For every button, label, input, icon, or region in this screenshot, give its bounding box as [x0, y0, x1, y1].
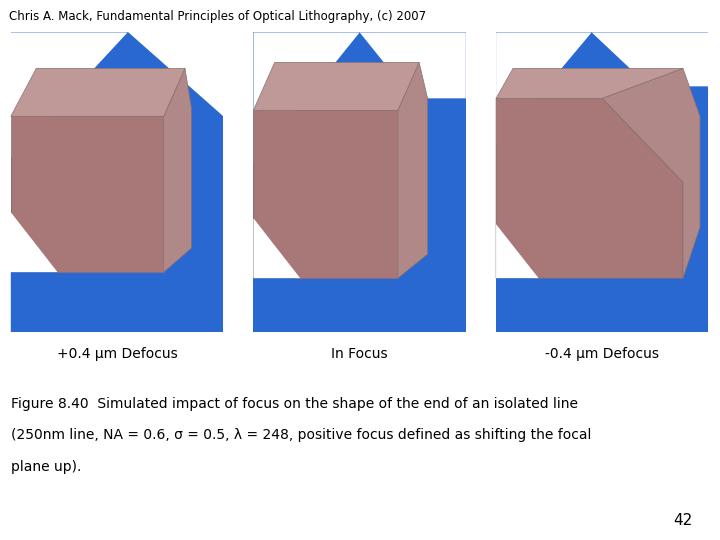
Polygon shape: [253, 110, 398, 278]
Text: +0.4 μm Defocus: +0.4 μm Defocus: [57, 347, 178, 361]
Polygon shape: [11, 116, 163, 272]
Polygon shape: [602, 69, 700, 278]
Polygon shape: [11, 272, 58, 332]
Text: 42: 42: [673, 513, 693, 528]
Polygon shape: [163, 69, 192, 272]
Polygon shape: [127, 32, 223, 116]
Text: -0.4 μm Defocus: -0.4 μm Defocus: [545, 347, 659, 361]
Text: (250nm line, NA = 0.6, σ = 0.5, λ = 248, positive focus defined as shifting the : (250nm line, NA = 0.6, σ = 0.5, λ = 248,…: [11, 428, 591, 442]
Polygon shape: [253, 62, 419, 110]
Polygon shape: [496, 32, 592, 146]
Polygon shape: [253, 32, 360, 164]
Polygon shape: [496, 224, 539, 278]
Bar: [11, 32, 223, 332]
Polygon shape: [496, 69, 683, 98]
Bar: [496, 32, 708, 332]
Polygon shape: [253, 218, 300, 278]
Polygon shape: [592, 32, 708, 86]
Polygon shape: [253, 278, 296, 332]
Text: Figure 8.40  Simulated impact of focus on the shape of the end of an isolated li: Figure 8.40 Simulated impact of focus on…: [11, 397, 577, 411]
Text: plane up).: plane up).: [11, 460, 81, 474]
Bar: [253, 32, 466, 332]
Polygon shape: [11, 32, 127, 158]
Polygon shape: [496, 278, 534, 332]
Polygon shape: [11, 212, 58, 272]
Polygon shape: [360, 32, 466, 98]
Text: In Focus: In Focus: [331, 347, 387, 361]
Polygon shape: [398, 62, 428, 278]
Polygon shape: [496, 98, 683, 278]
Text: Chris A. Mack, Fundamental Principles of Optical Lithography, (c) 2007: Chris A. Mack, Fundamental Principles of…: [9, 10, 426, 23]
Polygon shape: [11, 69, 185, 116]
